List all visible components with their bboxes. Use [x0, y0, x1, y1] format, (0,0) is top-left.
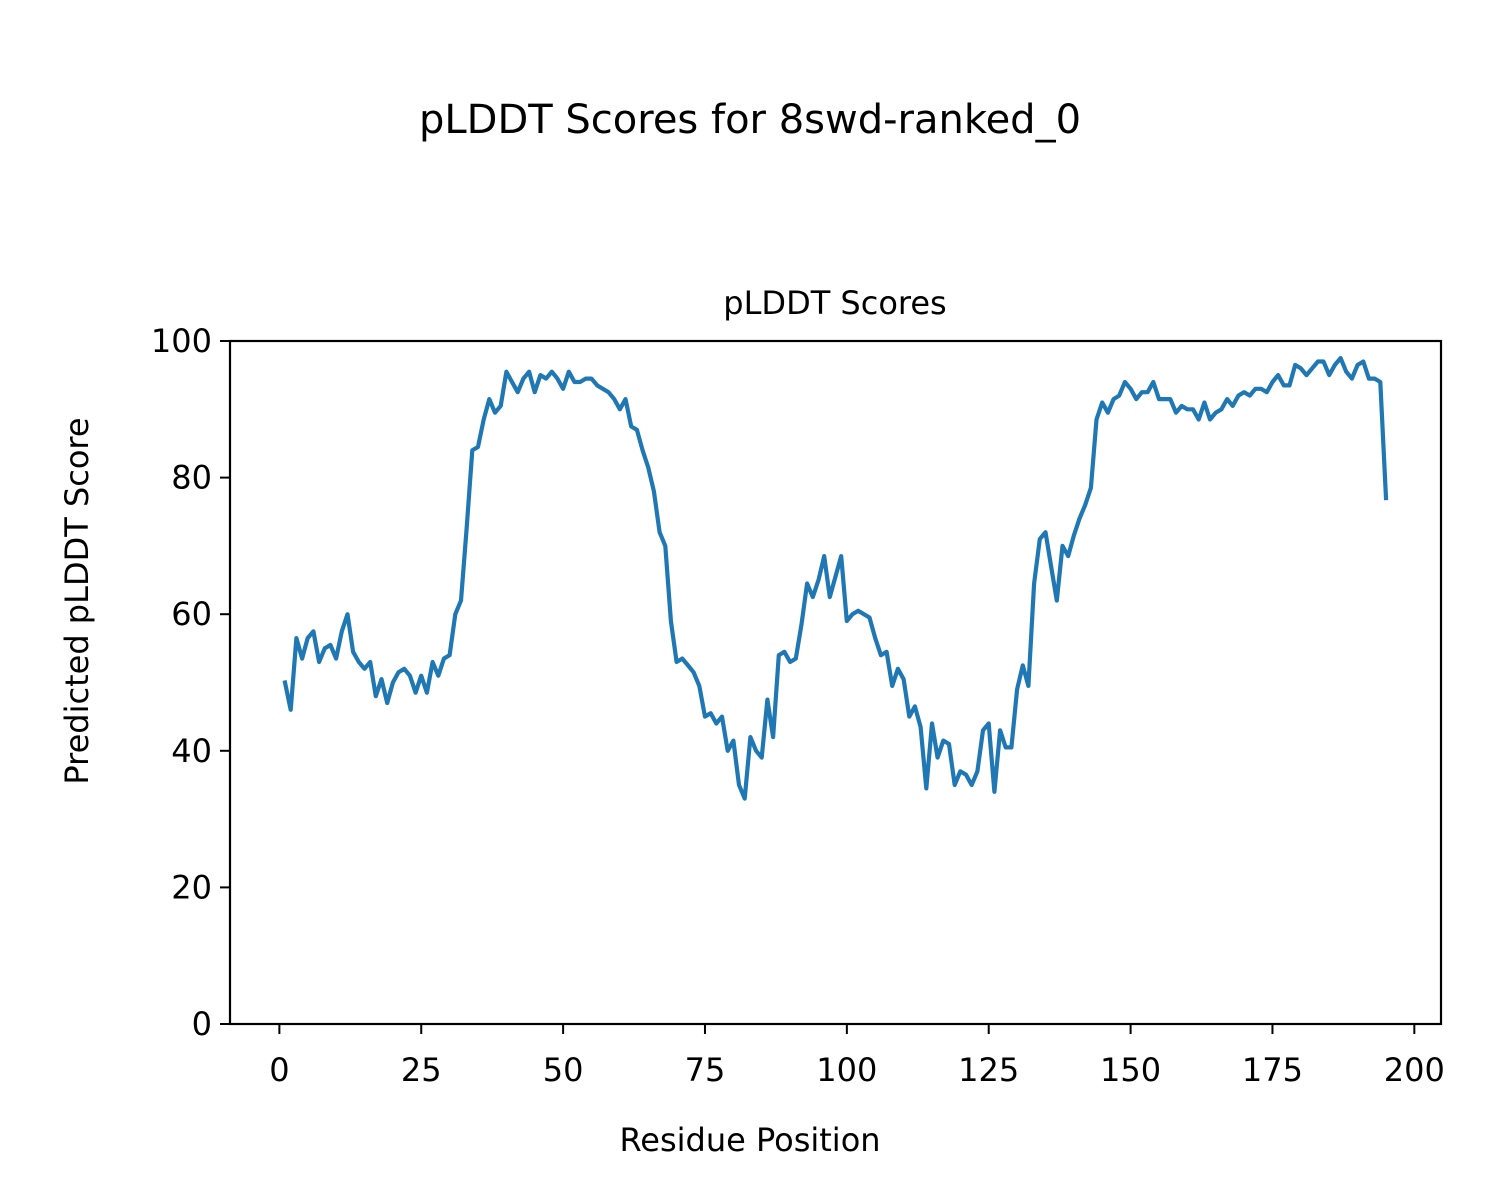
figure-title: pLDDT Scores for 8swd-ranked_0: [419, 97, 1081, 143]
x-tick-label: 50: [543, 1051, 584, 1089]
y-tick-label: 40: [171, 732, 212, 770]
x-tick-label: 125: [958, 1051, 1019, 1089]
x-axis-ticks: 0 25 50 75 100 125 150 175 200: [269, 1024, 1445, 1089]
y-tick-label: 100: [151, 322, 212, 360]
x-tick-label: 25: [401, 1051, 442, 1089]
y-tick-label: 20: [171, 868, 212, 906]
y-axis-label: Predicted pLDDT Score: [58, 417, 96, 784]
x-axis-label: Residue Position: [619, 1121, 880, 1159]
y-axis-ticks: 0 20 40 60 80 100: [151, 322, 230, 1043]
x-tick-label: 150: [1100, 1051, 1161, 1089]
y-tick-label: 60: [171, 595, 212, 633]
plddt-series-line: [282, 356, 1389, 801]
x-tick-label: 175: [1242, 1051, 1303, 1089]
y-tick-label: 0: [192, 1005, 212, 1043]
series-layer: [282, 356, 1389, 801]
plot-area-frame: [228, 339, 1443, 1026]
x-tick-label: 0: [269, 1051, 289, 1089]
x-tick-label: 200: [1384, 1051, 1445, 1089]
axes-title: pLDDT Scores: [723, 284, 946, 322]
x-tick-label: 100: [816, 1051, 877, 1089]
x-tick-label: 75: [685, 1051, 726, 1089]
y-tick-label: 80: [171, 459, 212, 497]
